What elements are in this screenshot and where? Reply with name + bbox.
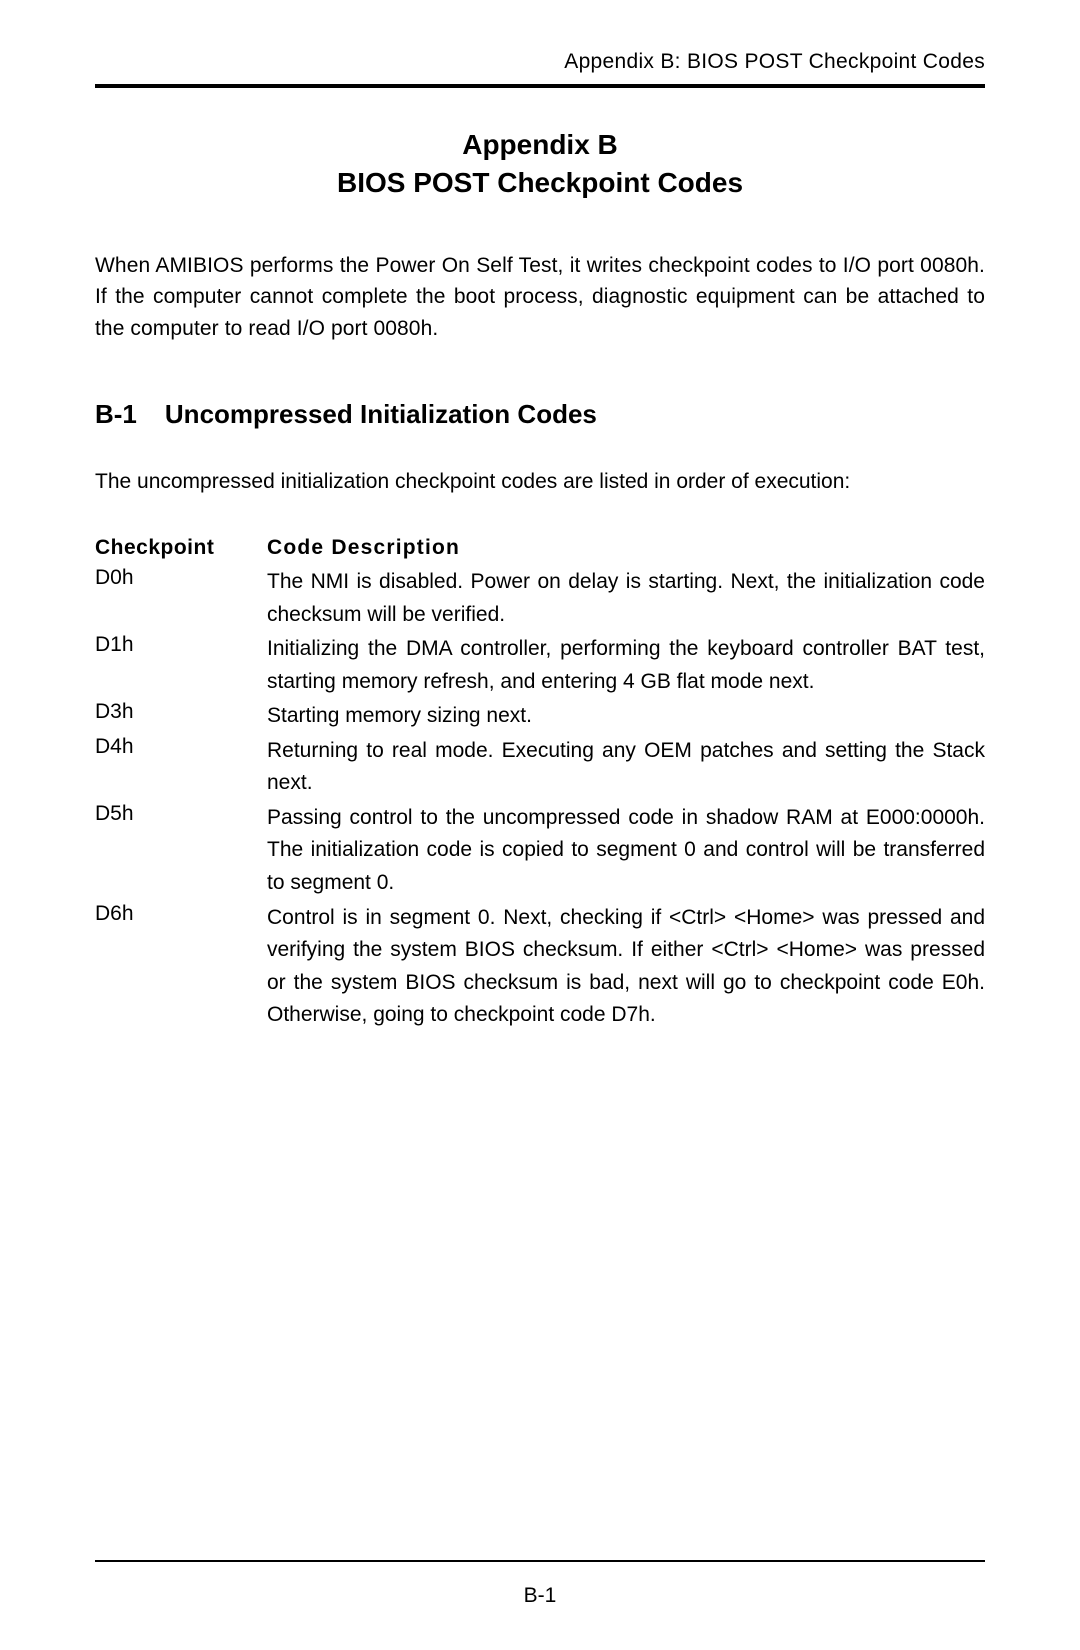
checkpoint-description: Returning to real mode. Executing any OE… (267, 735, 985, 800)
checkpoint-code: D5h (95, 802, 267, 900)
col-header-description: Code Description (267, 536, 985, 560)
header-rule (95, 84, 985, 88)
checkpoint-code: D6h (95, 902, 267, 1032)
checkpoint-description: Passing control to the uncompressed code… (267, 802, 985, 900)
page-container: Appendix B: BIOS POST Checkpoint Codes A… (0, 0, 1080, 1650)
checkpoint-description: The NMI is disabled. Power on delay is s… (267, 566, 985, 631)
section-number: B-1 (95, 399, 137, 430)
checkpoint-code: D1h (95, 633, 267, 698)
table-row: D4h Returning to real mode. Executing an… (95, 735, 985, 800)
checkpoint-code: D0h (95, 566, 267, 631)
table-row: D5h Passing control to the uncompressed … (95, 802, 985, 900)
page-number: B-1 (0, 1584, 1080, 1608)
running-header: Appendix B: BIOS POST Checkpoint Codes (95, 50, 985, 74)
title-line-2: BIOS POST Checkpoint Codes (95, 164, 985, 202)
table-row: D0h The NMI is disabled. Power on delay … (95, 566, 985, 631)
title-block: Appendix B BIOS POST Checkpoint Codes (95, 126, 985, 202)
checkpoint-description: Initializing the DMA controller, perform… (267, 633, 985, 698)
title-line-1: Appendix B (95, 126, 985, 164)
footer-rule (95, 1560, 985, 1562)
col-header-checkpoint: Checkpoint (95, 536, 267, 560)
table-row: D3h Starting memory sizing next. (95, 700, 985, 733)
checkpoint-description: Control is in segment 0. Next, checking … (267, 902, 985, 1032)
checkpoint-code: D3h (95, 700, 267, 733)
section-lead-in: The uncompressed initialization checkpoi… (95, 470, 985, 494)
codes-table: Checkpoint Code Description D0h The NMI … (95, 536, 985, 1032)
checkpoint-description: Starting memory sizing next. (267, 700, 985, 733)
section-title: Uncompressed Initialization Codes (165, 399, 597, 429)
intro-paragraph: When AMIBIOS performs the Power On Self … (95, 250, 985, 345)
table-row: D1h Initializing the DMA controller, per… (95, 633, 985, 698)
table-header-row: Checkpoint Code Description (95, 536, 985, 560)
table-row: D6h Control is in segment 0. Next, check… (95, 902, 985, 1032)
checkpoint-code: D4h (95, 735, 267, 800)
section-heading: B-1 Uncompressed Initialization Codes (95, 399, 985, 430)
